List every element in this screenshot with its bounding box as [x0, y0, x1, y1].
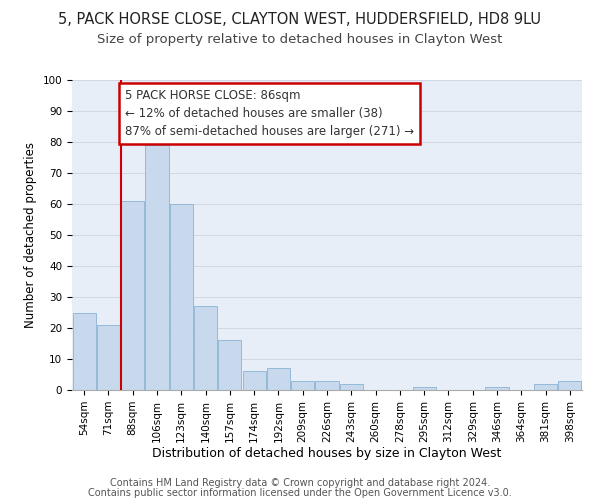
Bar: [534, 384, 557, 390]
Bar: [559, 380, 581, 390]
Bar: [218, 340, 241, 390]
Bar: [485, 387, 509, 390]
Bar: [121, 201, 144, 390]
Text: 5 PACK HORSE CLOSE: 86sqm
← 12% of detached houses are smaller (38)
87% of semi-: 5 PACK HORSE CLOSE: 86sqm ← 12% of detac…: [125, 90, 414, 138]
Bar: [413, 387, 436, 390]
Bar: [73, 312, 95, 390]
Bar: [194, 306, 217, 390]
Bar: [170, 204, 193, 390]
Bar: [242, 372, 266, 390]
Bar: [340, 384, 363, 390]
Bar: [145, 145, 169, 390]
Bar: [97, 325, 120, 390]
Text: Size of property relative to detached houses in Clayton West: Size of property relative to detached ho…: [97, 32, 503, 46]
Y-axis label: Number of detached properties: Number of detached properties: [24, 142, 37, 328]
Bar: [291, 380, 314, 390]
X-axis label: Distribution of detached houses by size in Clayton West: Distribution of detached houses by size …: [152, 448, 502, 460]
Text: 5, PACK HORSE CLOSE, CLAYTON WEST, HUDDERSFIELD, HD8 9LU: 5, PACK HORSE CLOSE, CLAYTON WEST, HUDDE…: [59, 12, 542, 28]
Bar: [316, 380, 338, 390]
Bar: [267, 368, 290, 390]
Text: Contains public sector information licensed under the Open Government Licence v3: Contains public sector information licen…: [88, 488, 512, 498]
Text: Contains HM Land Registry data © Crown copyright and database right 2024.: Contains HM Land Registry data © Crown c…: [110, 478, 490, 488]
